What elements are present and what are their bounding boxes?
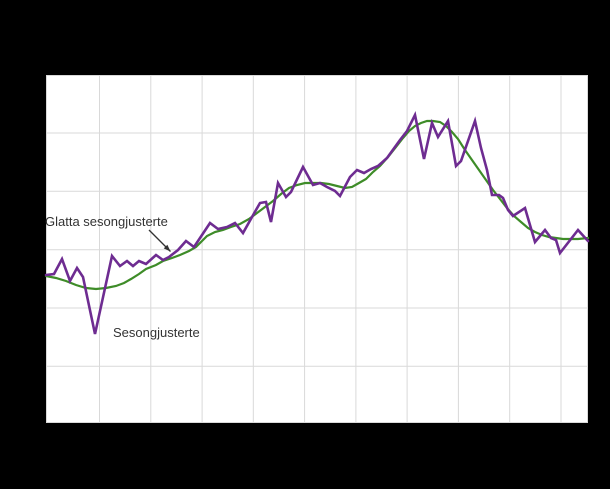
annotation-glatta-label: Glatta sesongjusterte xyxy=(45,214,168,229)
annotation-arrow xyxy=(148,229,171,252)
gridlines xyxy=(46,75,588,423)
series-lines xyxy=(44,111,590,335)
plot-background xyxy=(46,75,588,423)
arrow-head-icon xyxy=(163,244,171,252)
annotation-sesongjusterte-label: Sesongjusterte xyxy=(113,325,200,340)
series-line-sesongjusterte xyxy=(44,111,590,335)
plot-border xyxy=(46,75,588,423)
annotations: Glatta sesongjusterte Sesongjusterte xyxy=(45,214,200,340)
plot-area xyxy=(46,75,588,423)
